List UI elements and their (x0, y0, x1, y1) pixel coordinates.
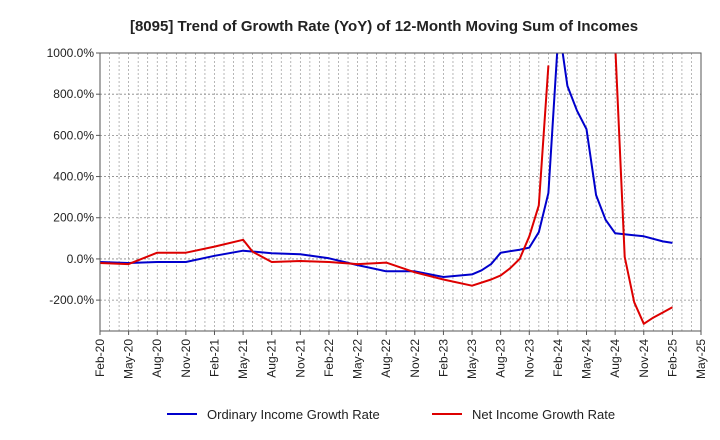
x-tick-label: Nov-21 (293, 339, 307, 378)
series-line-net-income (100, 65, 550, 287)
legend-label-ordinary: Ordinary Income Growth Rate (207, 407, 380, 422)
y-axis: 1000.0% 800.0% 600.0% 400.0% 200.0% 0.0% -200.… (47, 46, 100, 307)
y-tick-label: 400.0% (53, 170, 94, 184)
y-tick-label: 1000.0% (47, 46, 95, 60)
x-tick-label: Aug-22 (379, 339, 393, 378)
x-tick-label: Aug-20 (150, 339, 164, 378)
y-tick-label: 800.0% (53, 87, 94, 101)
x-tick-label: May-23 (465, 339, 479, 379)
plot-frame (99, 52, 702, 332)
y-tick-label: -200.0% (49, 293, 94, 307)
x-tick-label: Nov-20 (179, 339, 193, 378)
series-line-ordinary-income (100, 53, 673, 278)
y-tick-label: 0.0% (67, 252, 95, 266)
x-tick-label: Feb-23 (436, 339, 450, 377)
x-tick-label: Feb-24 (551, 339, 565, 377)
x-axis: Feb-20 May-20 Aug-20 Nov-20 Feb-21 May-21 Aug-… (93, 331, 708, 379)
y-tick-label: 600.0% (53, 128, 94, 142)
x-tick-label: May-25 (694, 339, 708, 379)
x-tick-label: Nov-22 (408, 339, 422, 378)
x-tick-label: May-20 (122, 339, 136, 379)
x-tick-label: Aug-23 (494, 339, 508, 378)
x-tick-label: Aug-21 (265, 339, 279, 378)
series-line-net-income (614, 53, 673, 325)
series-lines (100, 53, 673, 325)
x-tick-label: May-24 (580, 339, 594, 379)
x-tick-label: May-22 (351, 339, 365, 379)
x-tick-label: Feb-25 (665, 339, 679, 377)
legend: Ordinary Income Growth Rate Net Income G… (167, 407, 615, 422)
x-tick-label: Aug-24 (608, 339, 622, 378)
x-tick-label: Nov-23 (522, 339, 536, 378)
x-tick-label: Feb-20 (93, 339, 107, 377)
x-tick-label: Feb-21 (207, 339, 221, 377)
x-tick-label: Nov-24 (637, 339, 651, 378)
y-tick-label: 200.0% (53, 211, 94, 225)
legend-label-net: Net Income Growth Rate (472, 407, 615, 422)
x-tick-label: Feb-22 (322, 339, 336, 377)
grid (99, 52, 702, 331)
chart-title: [8095] Trend of Growth Rate (YoY) of 12-… (130, 18, 638, 35)
x-tick-label: May-21 (236, 339, 250, 379)
